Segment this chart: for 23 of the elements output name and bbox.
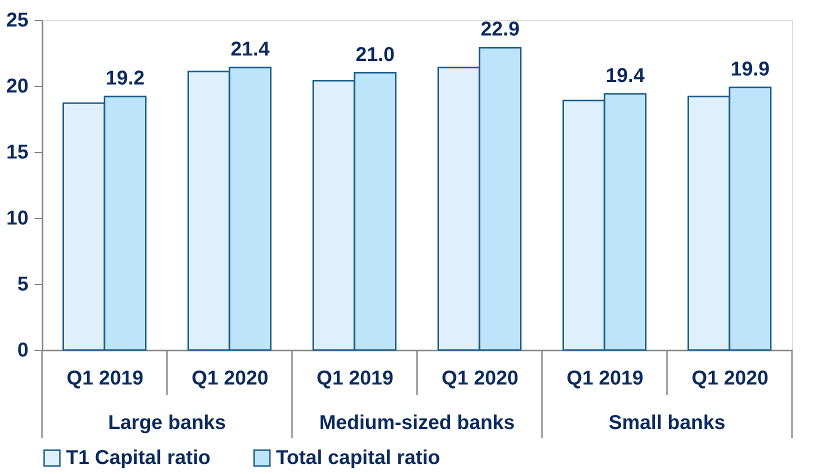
x-tick-label: Q1 2019 [316,368,394,390]
x-tick-label: Q1 2019 [66,368,144,390]
legend-label: T1 Capital ratio [66,447,210,470]
data-label: 19.4 [606,64,646,87]
data-label: 21.0 [356,44,395,66]
y-tick-label: 0 [17,340,28,362]
y-tick-label: 15 [6,142,28,164]
data-label: 19.2 [106,68,145,90]
x-tick-label: Q1 2020 [442,368,518,390]
text: Small banks [608,412,726,434]
x-tick-label: Q1 2019 [566,368,644,390]
y-tick-label: 20 [6,76,28,98]
y-tick-label: 25 [6,10,28,32]
data-label: 22.9 [480,18,520,41]
text: Large banks [108,412,226,434]
y-tick-label: 5 [17,274,28,296]
legend-label: Total capital ratio [276,447,440,470]
text: Medium-sized banks [319,412,515,434]
x-tick-label: Q1 2020 [192,368,268,390]
data-label: 19.9 [730,58,770,80]
data-label: 21.4 [230,38,270,61]
y-tick-label: 10 [6,208,28,230]
x-tick-label: Q1 2020 [692,368,768,390]
